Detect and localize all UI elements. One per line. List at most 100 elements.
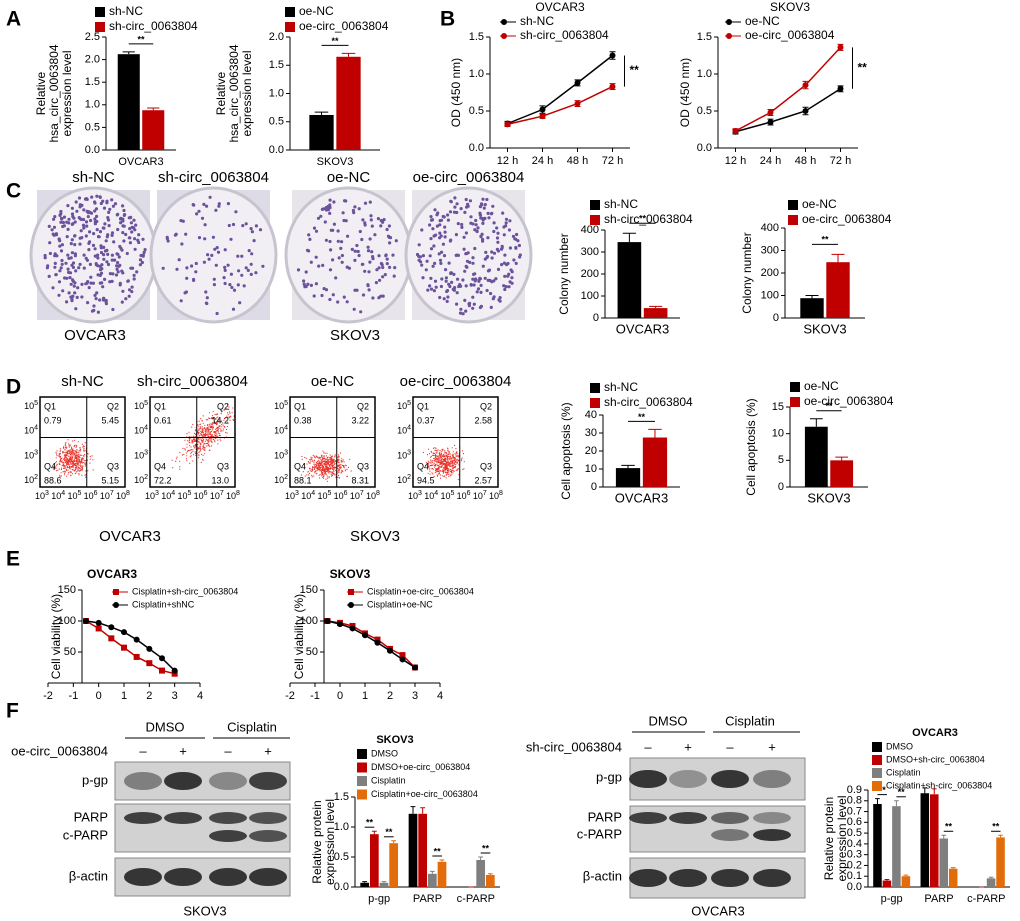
y-tick-label: 400 <box>761 222 779 234</box>
legend-swatch <box>285 7 295 17</box>
legend-swatch <box>95 7 105 17</box>
axis-power: 105 <box>24 400 38 412</box>
x-tick-label: SKOV3 <box>803 321 846 336</box>
y-tick-label: 50 <box>64 646 76 658</box>
error-bar <box>831 253 845 263</box>
blot-band <box>249 830 287 842</box>
marker <box>574 79 581 86</box>
y-tick-label: 0.9 <box>847 784 862 796</box>
quadrant-name: Q1 <box>294 401 306 411</box>
treatment-sign: + <box>264 743 272 758</box>
power-exponent: 5 <box>187 490 191 497</box>
column-label: DMSO <box>649 713 688 728</box>
series-line <box>507 85 613 126</box>
x-tick-label: c-PARP <box>457 893 495 905</box>
treatment-sign: + <box>684 739 692 754</box>
axis-power: 103 <box>397 449 411 461</box>
y-tick-label: 0.0 <box>697 142 712 154</box>
marker <box>362 632 368 639</box>
legend-label: sh-circ_0063804 <box>604 395 693 409</box>
marker <box>348 589 354 595</box>
quadrant-value: 94.5 <box>417 475 435 485</box>
legend-label: sh-NC <box>604 380 638 394</box>
marker <box>609 83 616 90</box>
bar <box>476 860 486 887</box>
power-exponent: 2 <box>144 474 148 481</box>
axis-power: 104 <box>161 490 175 502</box>
power-exponent: 3 <box>284 449 288 456</box>
row-label: p-gp <box>82 772 108 787</box>
blot-band <box>209 812 247 824</box>
marker <box>504 121 511 128</box>
bar <box>485 875 495 887</box>
power-exponent: 6 <box>344 490 348 497</box>
y-tick-label: 15 <box>772 401 784 413</box>
x-tick-label: 4 <box>197 690 203 702</box>
y-axis-label: Relative <box>214 72 228 116</box>
legend-swatch <box>590 200 600 210</box>
plot-frame <box>39 396 126 488</box>
marker <box>732 127 739 134</box>
y-tick-label: 10 <box>585 463 597 475</box>
legend-swatch <box>872 742 882 752</box>
group-label: OVCAR3 <box>64 327 126 344</box>
blot-band <box>711 829 749 841</box>
legend-swatch <box>872 781 882 791</box>
chart-title: OVCAR3 <box>87 567 137 581</box>
bar <box>418 813 428 887</box>
x-tick-label: 24 h <box>532 155 553 167</box>
power-base: 10 <box>161 491 171 501</box>
axis-power: 108 <box>366 490 380 502</box>
power-exponent: 5 <box>144 400 148 407</box>
quadrant-name: Q2 <box>217 401 229 411</box>
quadrant-value: 0.61 <box>154 415 172 425</box>
power-exponent: 3 <box>295 490 299 497</box>
marker <box>374 639 381 646</box>
y-tick-label: 0.5 <box>697 105 712 117</box>
y-tick-label: 2.0 <box>269 31 284 43</box>
treatment-sign: – <box>224 743 232 758</box>
power-base: 10 <box>397 401 407 411</box>
y-tick-label: 0 <box>593 312 599 324</box>
x-tick-label: 1 <box>362 690 368 702</box>
quadrant-name: Q4 <box>417 461 429 471</box>
significance-label: ** <box>821 235 829 245</box>
y-axis-label: Colony number <box>740 232 754 313</box>
x-tick-label: 24 h <box>760 155 781 167</box>
power-base: 10 <box>84 491 94 501</box>
y-axis-label: hsa_circ_0063804 <box>47 44 61 142</box>
marker <box>412 664 418 671</box>
bar <box>948 868 958 887</box>
blot-band <box>209 868 247 886</box>
power-base: 10 <box>35 491 45 501</box>
axis-power: 102 <box>397 474 411 486</box>
blot-band <box>124 772 162 790</box>
power-exponent: 4 <box>34 425 38 432</box>
marker <box>171 670 178 677</box>
significance-label: ** <box>898 787 906 797</box>
quadrant-value: 8.31 <box>351 475 369 485</box>
chart-title: SKOV3 <box>330 567 371 581</box>
row-label: p-gp <box>596 769 622 784</box>
axis-power: 105 <box>274 400 288 412</box>
blot-band <box>753 770 791 788</box>
y-axis-label: Relative <box>34 72 48 116</box>
marker <box>501 19 507 25</box>
axis-power: 105 <box>67 490 81 502</box>
y-tick-label: 0 <box>591 481 597 493</box>
y-tick-label: 100 <box>300 615 318 627</box>
blot-band <box>669 770 707 788</box>
y-tick-label: 1.5 <box>697 31 712 43</box>
y-tick-label: 300 <box>761 244 779 256</box>
power-base: 10 <box>134 451 144 461</box>
y-tick-label: 200 <box>581 268 599 280</box>
power-base: 10 <box>51 491 61 501</box>
axis-power: 103 <box>285 490 299 502</box>
power-base: 10 <box>397 451 407 461</box>
significance-label: ** <box>879 785 887 795</box>
legend-label: sh-NC <box>604 197 638 211</box>
y-tick-label: 1.0 <box>85 99 100 111</box>
legend-label: oe-circ_0063804 <box>804 394 894 408</box>
quadrant-name: Q3 <box>480 461 492 471</box>
